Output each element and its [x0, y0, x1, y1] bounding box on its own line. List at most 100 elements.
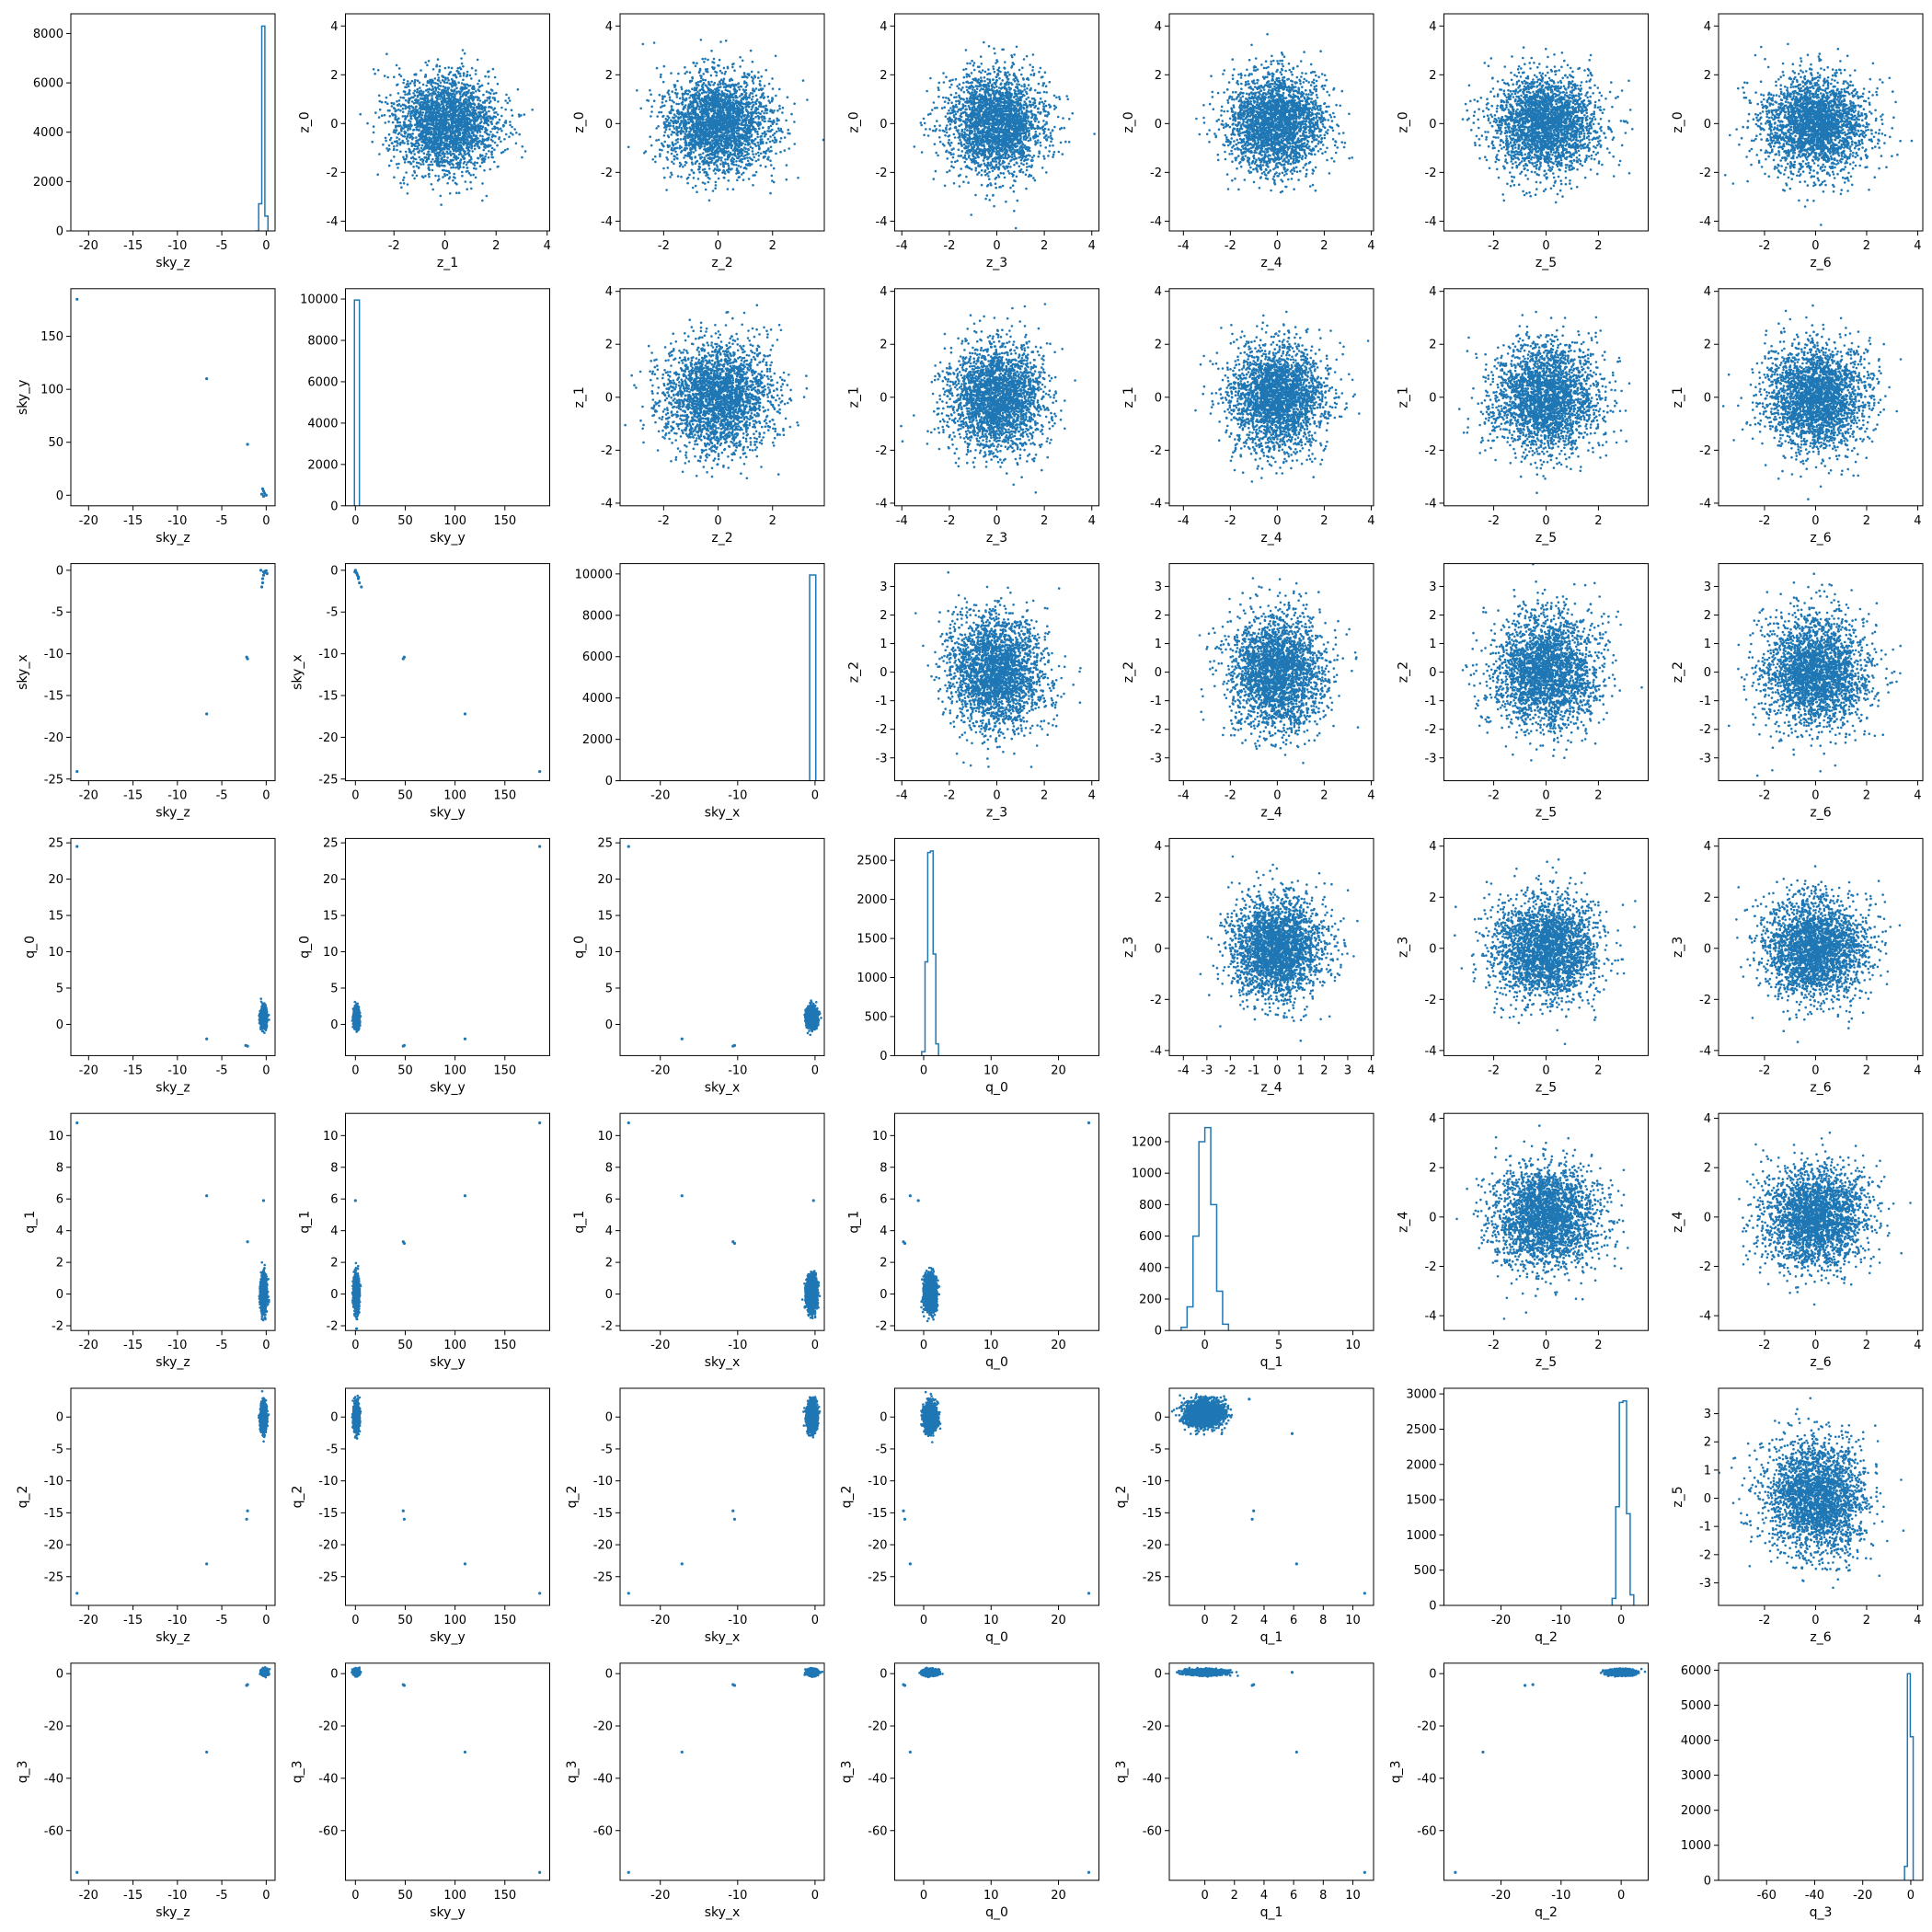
scatter-point [420, 163, 422, 166]
scatter-point [685, 89, 688, 92]
scatter-point [430, 121, 432, 123]
scatter-point [754, 116, 757, 119]
scatter-point [697, 84, 700, 86]
scatter-point [700, 39, 703, 41]
scatter-point [473, 103, 476, 106]
scatter-point [443, 142, 445, 144]
scatter-point [770, 164, 773, 167]
scatter-point [745, 89, 748, 92]
scatter-point [477, 143, 479, 145]
scatter-point [669, 176, 672, 178]
scatter-point [497, 83, 500, 86]
scatter-point [676, 80, 679, 83]
scatter-point [776, 118, 778, 121]
scatter-point [400, 128, 403, 131]
scatter-point [745, 164, 748, 167]
scatter-point [450, 83, 453, 86]
scatter-point [515, 132, 518, 134]
scatter-point [474, 164, 477, 167]
scatter-point [689, 100, 692, 103]
scatter-point [788, 132, 791, 135]
scatter-point [434, 152, 437, 155]
scatter-point [456, 109, 459, 112]
scatter-point [490, 88, 493, 91]
scatter-point [489, 168, 492, 171]
scatter-point [511, 109, 513, 111]
scatter-point [531, 109, 534, 111]
scatter-point [424, 108, 427, 110]
scatter-point [728, 144, 730, 146]
x-tick-label: 2 [492, 239, 500, 253]
scatter-point [416, 175, 419, 178]
scatter-point [744, 125, 747, 128]
scatter-point [393, 149, 396, 152]
scatter-point [469, 174, 472, 177]
scatter-point [400, 75, 403, 78]
scatter-point [432, 68, 435, 71]
scatter-point [793, 121, 796, 123]
scatter-point [462, 65, 465, 68]
scatter-point [672, 144, 674, 146]
scatter-point [463, 167, 466, 169]
scatter-point [711, 139, 714, 142]
scatter-point [718, 89, 720, 92]
scatter-point [718, 144, 720, 147]
scatter-point [708, 167, 711, 170]
scatter-point [500, 141, 502, 144]
scatter-point [407, 192, 409, 195]
scatter-point [431, 86, 434, 88]
scatter-point [374, 111, 377, 114]
scatter-point [473, 109, 476, 112]
scatter-point [649, 135, 651, 138]
scatter-point [411, 106, 414, 109]
scatter-point [431, 82, 433, 85]
scatter-point [466, 71, 469, 74]
scatter-point [746, 84, 749, 86]
scatter-point [450, 89, 453, 92]
scatter-point [465, 135, 467, 138]
scatter-point [744, 134, 747, 137]
scatter-point [671, 161, 673, 164]
scatter-point [448, 178, 451, 180]
scatter-point [667, 145, 670, 148]
scatter-point [400, 186, 403, 189]
scatter-point [709, 102, 712, 105]
scatter-point [505, 133, 508, 136]
scatter-point [471, 119, 474, 121]
scatter-point [734, 100, 737, 103]
scatter-point [407, 140, 409, 143]
scatter-point [477, 162, 479, 165]
scatter-point [669, 122, 672, 125]
scatter-point [668, 93, 671, 96]
x-tick-label: -2 [388, 239, 400, 253]
scatter-point [744, 137, 747, 140]
scatter-point [680, 132, 683, 135]
scatter-point [703, 91, 706, 94]
scatter-point [479, 99, 482, 102]
scatter-point [396, 64, 398, 67]
scatter-point [688, 131, 691, 133]
scatter-point [748, 163, 751, 166]
scatter-point [702, 118, 705, 121]
scatter-point [420, 132, 422, 135]
scatter-point [459, 118, 462, 121]
scatter-point [437, 159, 440, 162]
scatter-point [408, 85, 410, 87]
scatter-point [450, 105, 453, 108]
scatter-point [709, 156, 712, 159]
scatter-point [749, 135, 752, 138]
scatter-point [710, 50, 713, 52]
scatter-point [459, 124, 462, 127]
scatter-point [422, 84, 425, 86]
scatter-point [715, 122, 718, 125]
scatter-point [660, 75, 662, 78]
scatter-point [456, 70, 459, 73]
scatter-point [452, 159, 454, 162]
scatter-point [671, 90, 673, 93]
scatter-point [725, 114, 728, 117]
scatter-point [723, 134, 726, 137]
scatter-point [759, 84, 762, 86]
scatter-point [388, 144, 391, 147]
scatter-point [447, 92, 450, 95]
scatter-point [700, 145, 703, 148]
